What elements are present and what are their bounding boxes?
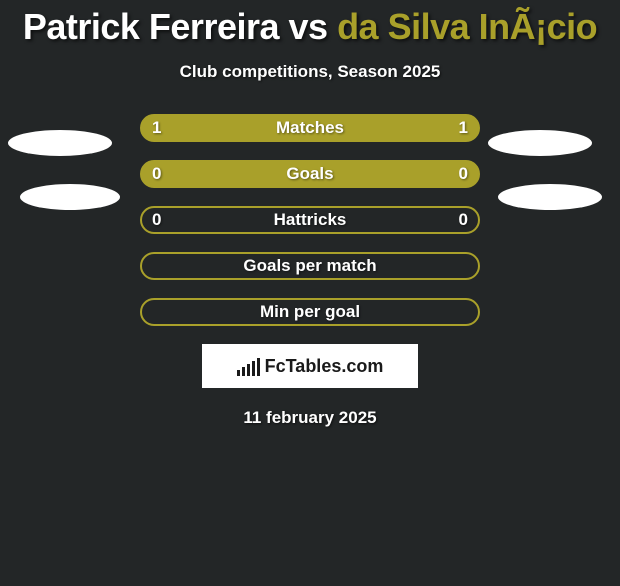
stat-value-right: 1	[459, 118, 468, 138]
logo-text: FcTables.com	[265, 356, 384, 377]
stat-value-left: 0	[152, 164, 161, 184]
stat-bar: Min per goal	[140, 298, 480, 326]
stat-value-left: 0	[152, 210, 161, 230]
stat-value-right: 0	[459, 210, 468, 230]
player-marker	[498, 184, 602, 210]
player-marker	[20, 184, 120, 210]
stat-value-left: 1	[152, 118, 161, 138]
title-vs: vs	[279, 6, 337, 47]
fctables-logo: FcTables.com	[202, 344, 418, 388]
stat-bar: Hattricks	[140, 206, 480, 234]
stat-label: Min per goal	[260, 302, 360, 322]
subtitle: Club competitions, Season 2025	[0, 62, 620, 82]
stat-label: Goals	[286, 164, 333, 184]
stat-bar: Goals per match	[140, 252, 480, 280]
stat-bar: Matches	[140, 114, 480, 142]
stat-row: Goals per match	[0, 252, 620, 282]
stat-value-right: 0	[459, 164, 468, 184]
stat-label: Matches	[276, 118, 344, 138]
stat-bar: Goals	[140, 160, 480, 188]
stat-row: Min per goal	[0, 298, 620, 328]
footer-date: 11 february 2025	[0, 408, 620, 428]
stat-row: Hattricks 0 0	[0, 206, 620, 236]
stat-label: Goals per match	[243, 256, 376, 276]
logo-bars-icon	[237, 356, 260, 376]
page-title: Patrick Ferreira vs da Silva InÃ¡cio	[0, 6, 620, 48]
stat-label: Hattricks	[274, 210, 347, 230]
title-player2: da Silva InÃ¡cio	[337, 6, 597, 47]
title-player1: Patrick Ferreira	[23, 6, 279, 47]
player-marker	[8, 130, 112, 156]
player-marker	[488, 130, 592, 156]
